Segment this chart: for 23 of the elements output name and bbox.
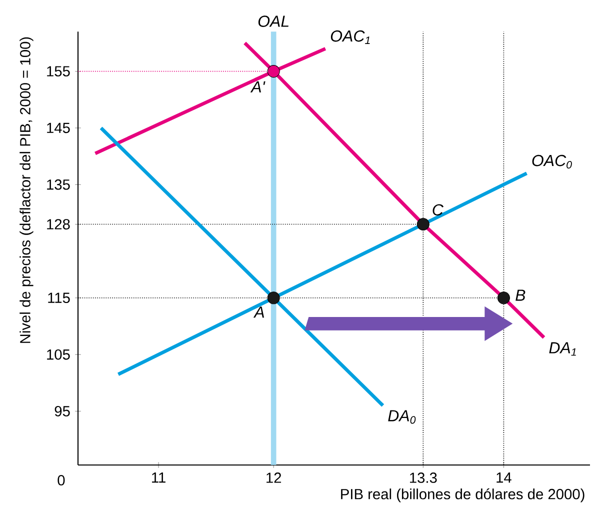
y-tick-label: 105 (47, 349, 70, 360)
y-tick-label: 145 (47, 122, 70, 134)
series-label: OAC$_{0}$ (532, 154, 572, 169)
series-label: DA$_{1}$ (549, 342, 576, 356)
annotation: A (253, 306, 264, 318)
x-tick-label: 12 (266, 472, 282, 483)
series-label: OAL (258, 16, 288, 27)
x-tick-label: 11 (152, 472, 166, 483)
x-tick-label: 13.3 (410, 472, 437, 483)
annotation: C (432, 204, 444, 216)
text: 0 (58, 475, 65, 486)
y-tick-label: 128 (47, 219, 70, 230)
annotation: B (516, 290, 526, 301)
x-axis-title: PIB real (billones de dólares de 2000) (341, 488, 584, 502)
y-tick-label: 95 (54, 406, 70, 416)
series-label: DA$_{0}$ (388, 410, 416, 424)
series-label: OAC$_{1}$ (330, 30, 370, 44)
annotation: A' (250, 81, 266, 92)
y-tick-label: 135 (47, 179, 70, 190)
y-tick-label: 115 (48, 292, 70, 304)
y-tick-label: 155 (47, 66, 70, 76)
y-axis-title: Nivel de precios (deflactor del PIB, 2000 = 100) (20, 37, 34, 343)
x-tick-label: 14 (496, 472, 512, 483)
